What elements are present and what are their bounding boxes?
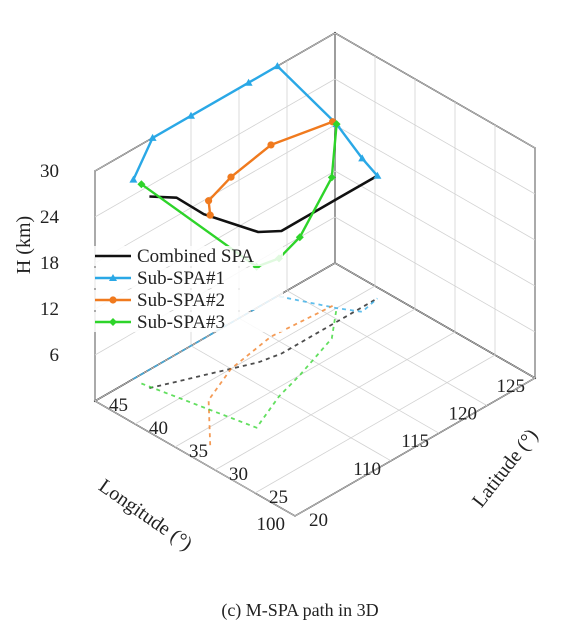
chart-series bbox=[129, 62, 382, 271]
x-axis-label: Longitude (°) bbox=[95, 475, 197, 555]
data-point bbox=[148, 133, 157, 141]
z-axis-label: H (km) bbox=[13, 216, 35, 274]
data-point bbox=[244, 78, 253, 86]
data-point bbox=[137, 180, 146, 189]
back-pane-right bbox=[334, 31, 536, 380]
x-tick-label: 100 bbox=[257, 514, 286, 535]
legend-label: Sub-SPA#1 bbox=[137, 268, 225, 289]
data-point bbox=[227, 173, 235, 181]
grid-line-x bbox=[286, 290, 488, 406]
chart-ground-projection bbox=[132, 295, 378, 446]
legend-label: Combined SPA bbox=[137, 246, 254, 267]
grid-line-z bbox=[334, 170, 536, 287]
grid-line-x bbox=[334, 262, 536, 379]
data-point bbox=[332, 120, 341, 129]
y-tick-label: 30 bbox=[229, 464, 248, 485]
data-point bbox=[267, 141, 275, 149]
data-point bbox=[327, 173, 336, 182]
legend-marker bbox=[109, 296, 117, 304]
data-point bbox=[295, 233, 304, 242]
chart-ticks: 6 12 18 24 30 100 110 115 120 125 20 25 30 35 40 45 bbox=[40, 161, 525, 535]
data-point bbox=[187, 111, 195, 119]
z-tick-label: 18 bbox=[40, 253, 59, 274]
data-point bbox=[206, 211, 214, 219]
ground-projection-2 bbox=[207, 304, 334, 446]
series-line-0 bbox=[149, 174, 379, 234]
legend-bg bbox=[93, 312, 283, 332]
grid-line-y bbox=[254, 354, 496, 494]
z-tick-label: 30 bbox=[40, 161, 59, 182]
legend-bg bbox=[93, 246, 283, 266]
z-tick-label: 12 bbox=[40, 299, 59, 320]
grid-line-z bbox=[94, 78, 336, 218]
x-tick-label: 120 bbox=[449, 404, 478, 425]
data-point bbox=[358, 154, 367, 162]
legend-label: Sub-SPA#3 bbox=[137, 312, 225, 333]
grid-line-y bbox=[134, 285, 376, 425]
y-tick-label: 25 bbox=[269, 487, 288, 508]
series-line-1 bbox=[132, 64, 379, 181]
grid-line-x bbox=[94, 400, 296, 517]
series-line-2 bbox=[207, 120, 334, 216]
legend-bg bbox=[93, 290, 283, 310]
z-tick-label: 6 bbox=[50, 345, 60, 366]
grid-line-y bbox=[294, 377, 536, 517]
grid-line-z bbox=[334, 216, 536, 333]
grid-line-y bbox=[174, 308, 416, 448]
legend-bg bbox=[93, 268, 283, 288]
y-tick-label: 35 bbox=[189, 441, 208, 462]
y-tick-label: 45 bbox=[109, 395, 128, 416]
grid-line-x bbox=[238, 317, 440, 434]
data-point bbox=[129, 175, 138, 183]
z-tick-label: 24 bbox=[40, 207, 60, 228]
data-point bbox=[273, 62, 282, 70]
grid-line-z bbox=[334, 124, 536, 241]
y-axis-label: Latitude (°) bbox=[468, 425, 543, 512]
data-point bbox=[205, 197, 213, 205]
x-tick-label: 110 bbox=[353, 459, 381, 480]
grid-line-x bbox=[190, 345, 392, 462]
chart-caption: (c) M-SPA path in 3D bbox=[221, 600, 378, 621]
grid-line-z bbox=[334, 32, 536, 149]
grid-line-z bbox=[334, 78, 536, 195]
grid-line-y bbox=[214, 331, 456, 471]
data-point bbox=[373, 171, 382, 179]
y-tick-label: 40 bbox=[149, 418, 168, 439]
ground-projection-1 bbox=[132, 295, 378, 380]
legend-label: Sub-SPA#2 bbox=[137, 290, 225, 311]
legend-marker bbox=[109, 318, 117, 326]
y-tick-label: 20 bbox=[309, 510, 328, 531]
ground-projection-3 bbox=[141, 307, 338, 429]
x-tick-label: 125 bbox=[497, 376, 526, 397]
x-tick-label: 115 bbox=[401, 431, 429, 452]
ground-projection-0 bbox=[149, 297, 378, 389]
legend-marker bbox=[109, 274, 117, 281]
